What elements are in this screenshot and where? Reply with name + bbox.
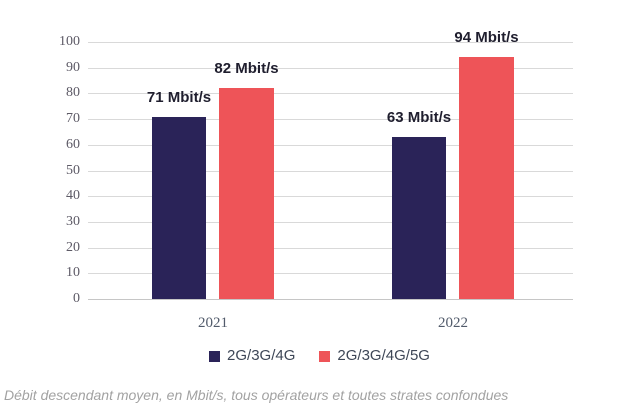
legend-swatch-2g3g4g5g bbox=[319, 350, 331, 362]
y-tick-label-100: 100 bbox=[59, 34, 80, 49]
bar-value-label: 71 Mbit/s bbox=[146, 89, 212, 106]
y-tick-label-0: 0 bbox=[73, 291, 80, 306]
gridline-20 bbox=[88, 248, 573, 249]
bar-2022-2G/3G/4G/5G bbox=[459, 57, 514, 299]
gridline-30 bbox=[88, 222, 573, 223]
legend-item-2g3g4g: 2G/3G/4G bbox=[209, 348, 295, 364]
legend-label-2g3g4g: 2G/3G/4G bbox=[227, 347, 296, 364]
legend-swatch-2g3g4g bbox=[209, 350, 221, 362]
y-tick-label-10: 10 bbox=[66, 265, 80, 280]
y-tick-label-80: 80 bbox=[66, 85, 80, 100]
x-tick-label-2022: 2022 bbox=[438, 315, 468, 331]
legend-label-2g3g4g5g: 2G/3G/4G/5G bbox=[337, 347, 430, 364]
y-tick-label-50: 50 bbox=[66, 163, 80, 178]
gridline-70 bbox=[88, 119, 573, 120]
gridline-40 bbox=[88, 196, 573, 197]
bar-2021-2G/3G/4G/5G bbox=[219, 88, 274, 299]
chart-caption: Débit descendant moyen, en Mbit/s, tous … bbox=[4, 387, 509, 403]
y-tick-label-60: 60 bbox=[66, 137, 80, 152]
gridline-60 bbox=[88, 145, 573, 146]
legend-item-2g3g4g5g: 2G/3G/4G/5G bbox=[319, 348, 430, 364]
y-tick-label-40: 40 bbox=[66, 188, 80, 203]
bar-value-label: 82 Mbit/s bbox=[214, 60, 279, 77]
bar-2021-2G/3G/4G bbox=[152, 117, 206, 299]
x-tick-label-2021: 2021 bbox=[198, 315, 228, 331]
bar-value-label: 94 Mbit/s bbox=[454, 29, 519, 46]
chart-legend: 2G/3G/4G 2G/3G/4G/5G bbox=[0, 348, 633, 364]
bar-value-label: 63 Mbit/s bbox=[386, 109, 452, 126]
y-tick-label-20: 20 bbox=[66, 240, 80, 255]
gridline-100 bbox=[88, 42, 573, 43]
gridline-90 bbox=[88, 68, 573, 69]
x-axis-line bbox=[88, 299, 573, 300]
y-tick-label-70: 70 bbox=[66, 111, 80, 126]
y-tick-label-90: 90 bbox=[66, 60, 80, 75]
gridline-80 bbox=[88, 93, 573, 94]
gridline-10 bbox=[88, 273, 573, 274]
bar-2022-2G/3G/4G bbox=[392, 137, 446, 299]
gridline-50 bbox=[88, 171, 573, 172]
y-tick-label-30: 30 bbox=[66, 214, 80, 229]
